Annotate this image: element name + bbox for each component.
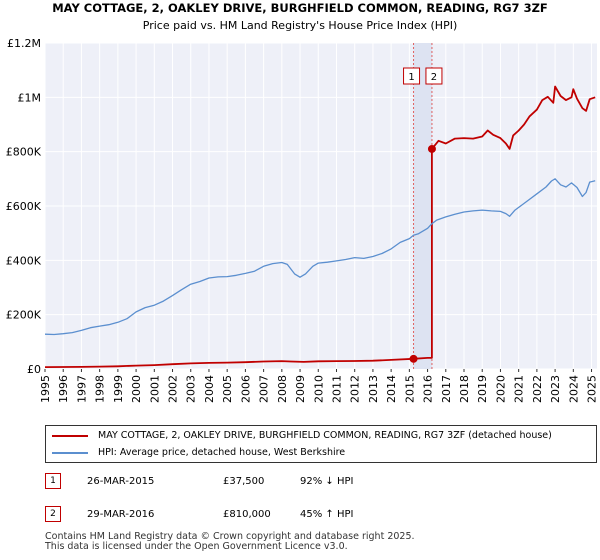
y-tick-label: £200K — [6, 309, 42, 322]
x-tick-label: 2006 — [239, 375, 252, 403]
x-tick-label: 2015 — [403, 375, 416, 403]
x-tick-label: 2012 — [349, 375, 362, 403]
footer-attribution: Contains HM Land Registry data © Crown c… — [45, 532, 415, 552]
sale-number-box — [425, 67, 443, 85]
x-tick-label: 2013 — [367, 375, 380, 403]
transaction-hpi-change: 92% ↓ HPI — [300, 476, 354, 487]
x-tick-label: 2008 — [276, 375, 289, 403]
sale-number-box — [403, 67, 421, 85]
y-tick-label: £600K — [6, 200, 42, 213]
x-tick-label: 2010 — [312, 375, 325, 403]
legend: MAY COTTAGE, 2, OAKLEY DRIVE, BURGHFIELD… — [45, 425, 597, 463]
footer-licence: This data is licensed under the Open Gov… — [45, 541, 348, 552]
x-tick-label: 2005 — [221, 375, 234, 403]
x-tick-label: 2007 — [258, 375, 271, 403]
x-tick-label: 2018 — [458, 375, 471, 403]
x-tick-label: 2017 — [440, 375, 453, 403]
sale-number-label: 2 — [431, 72, 437, 83]
x-tick-label: 2020 — [494, 375, 507, 403]
grid-lines — [44, 42, 597, 370]
x-tick-label: 2002 — [167, 375, 180, 403]
series-line-property — [44, 85, 596, 368]
transaction-price: £37,500 — [223, 476, 265, 487]
sale-point-marker — [427, 144, 436, 153]
y-tick-label: £0 — [27, 363, 41, 376]
x-tick-label: 2025 — [586, 375, 599, 403]
sale-point-marker — [409, 354, 418, 363]
x-tick-label: 2016 — [422, 375, 435, 403]
x-tick-label: 2004 — [203, 375, 216, 403]
chart-subtitle: Price paid vs. HM Land Registry's House … — [143, 19, 458, 32]
axes: £0 £200K £400K £600K £800K £1M £1.2M 1995 1996 19… — [6, 37, 599, 403]
x-tick-label: 2019 — [476, 375, 489, 403]
y-tick-label: £400K — [6, 254, 42, 267]
transaction-number-badge: 2 — [45, 506, 61, 522]
transaction-date: 26-MAR-2015 — [87, 476, 155, 487]
x-tick-label: 2001 — [148, 375, 161, 403]
transaction-date: 29-MAR-2016 — [87, 509, 155, 520]
legend-label-property: MAY COTTAGE, 2, OAKLEY DRIVE, BURGHFIELD… — [98, 430, 552, 441]
transaction-price: £810,000 — [223, 509, 271, 520]
price-chart: MAY COTTAGE, 2, OAKLEY DRIVE, BURGHFIELD… — [6, 1, 599, 403]
x-tick-label: 1997 — [75, 375, 88, 403]
series-lines — [44, 85, 596, 368]
x-tick-label: 2009 — [294, 375, 307, 403]
y-tick-label: £1M — [18, 91, 42, 104]
legend-swatch-hpi — [52, 452, 88, 454]
chart-title: MAY COTTAGE, 2, OAKLEY DRIVE, BURGHFIELD… — [52, 1, 548, 15]
footer-copyright: Contains HM Land Registry data © Crown c… — [45, 531, 415, 542]
transaction-number-badge: 1 — [45, 473, 61, 489]
y-tick-label: £800K — [6, 146, 42, 159]
sale-period-shading — [413, 43, 432, 369]
x-tick-label: 2000 — [130, 375, 143, 403]
x-tick-label: 1998 — [94, 375, 107, 403]
sale-highlight — [413, 43, 433, 369]
x-tick-label: 2003 — [185, 375, 198, 403]
series-line-hpi — [44, 178, 596, 336]
x-tick-label: 1995 — [39, 375, 52, 403]
x-tick-label: 2024 — [567, 375, 580, 403]
x-tick-label: 2021 — [513, 375, 526, 403]
legend-label-hpi: HPI: Average price, detached house, West… — [98, 447, 346, 458]
x-tick-label: 2014 — [385, 375, 398, 403]
x-tick-label: 2011 — [330, 375, 343, 403]
x-tick-label: 1999 — [112, 375, 125, 403]
sale-number-label: 1 — [408, 72, 414, 83]
transaction-hpi-change: 45% ↑ HPI — [300, 509, 354, 520]
x-tick-label: 2023 — [549, 375, 562, 403]
x-tick-label: 1996 — [57, 375, 70, 403]
x-tick-label: 2022 — [531, 375, 544, 403]
y-tick-label: £1.2M — [7, 37, 41, 50]
legend-swatch-property — [52, 435, 88, 437]
